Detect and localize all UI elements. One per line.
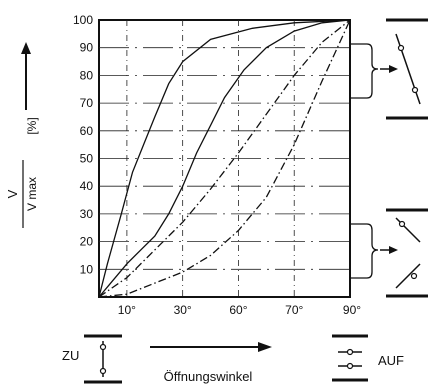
y-tick-label: 60 (80, 124, 94, 138)
y-tick-label: 80 (80, 68, 94, 82)
x-tick-labels: 10° 30° 60° 70° 90° (118, 303, 361, 317)
y-label-numerator: V (5, 189, 20, 198)
x-tick-label: 90° (343, 303, 361, 317)
grid-lines (99, 20, 350, 297)
y-label-denominator: V max (25, 177, 39, 211)
lower-bracket-icon (350, 223, 398, 279)
y-tick-label: 10 (80, 262, 94, 276)
valve-open-lower-icon (386, 208, 428, 298)
y-tick-label: 30 (80, 207, 94, 221)
open-label: AUF (378, 353, 404, 368)
closed-label: ZU (62, 348, 79, 363)
series-line-3 (98, 19, 351, 298)
x-tick-label: 70° (285, 303, 303, 317)
valve-open-upper-icon (386, 18, 428, 120)
y-tick-label: 20 (80, 235, 94, 249)
y-tick-label: 100 (73, 13, 93, 27)
open-valve-icon (332, 334, 368, 382)
upper-bracket-icon (350, 43, 398, 99)
x-tick-label: 10° (118, 303, 136, 317)
y-label-unit: [%] (25, 117, 39, 134)
closed-valve-icon (84, 334, 122, 384)
y-axis-arrow-head (21, 42, 31, 54)
series-line-1 (98, 19, 351, 298)
y-tick-label: 50 (80, 152, 94, 166)
series-line-2 (98, 19, 351, 298)
y-axis-label: V V max [%] (5, 42, 39, 228)
x-tick-label: 60° (229, 303, 247, 317)
y-tick-label: 70 (80, 96, 94, 110)
y-tick-labels: 10 20 30 40 50 60 70 80 90 100 (73, 13, 93, 276)
series-line-4 (98, 19, 351, 298)
y-tick-label: 40 (80, 179, 94, 193)
x-tick-label: 30° (174, 303, 192, 317)
x-axis-label: Öffnungswinkel (164, 369, 253, 384)
x-axis-arrow-head (258, 342, 272, 352)
y-tick-label: 90 (80, 41, 94, 55)
data-series (98, 19, 351, 298)
